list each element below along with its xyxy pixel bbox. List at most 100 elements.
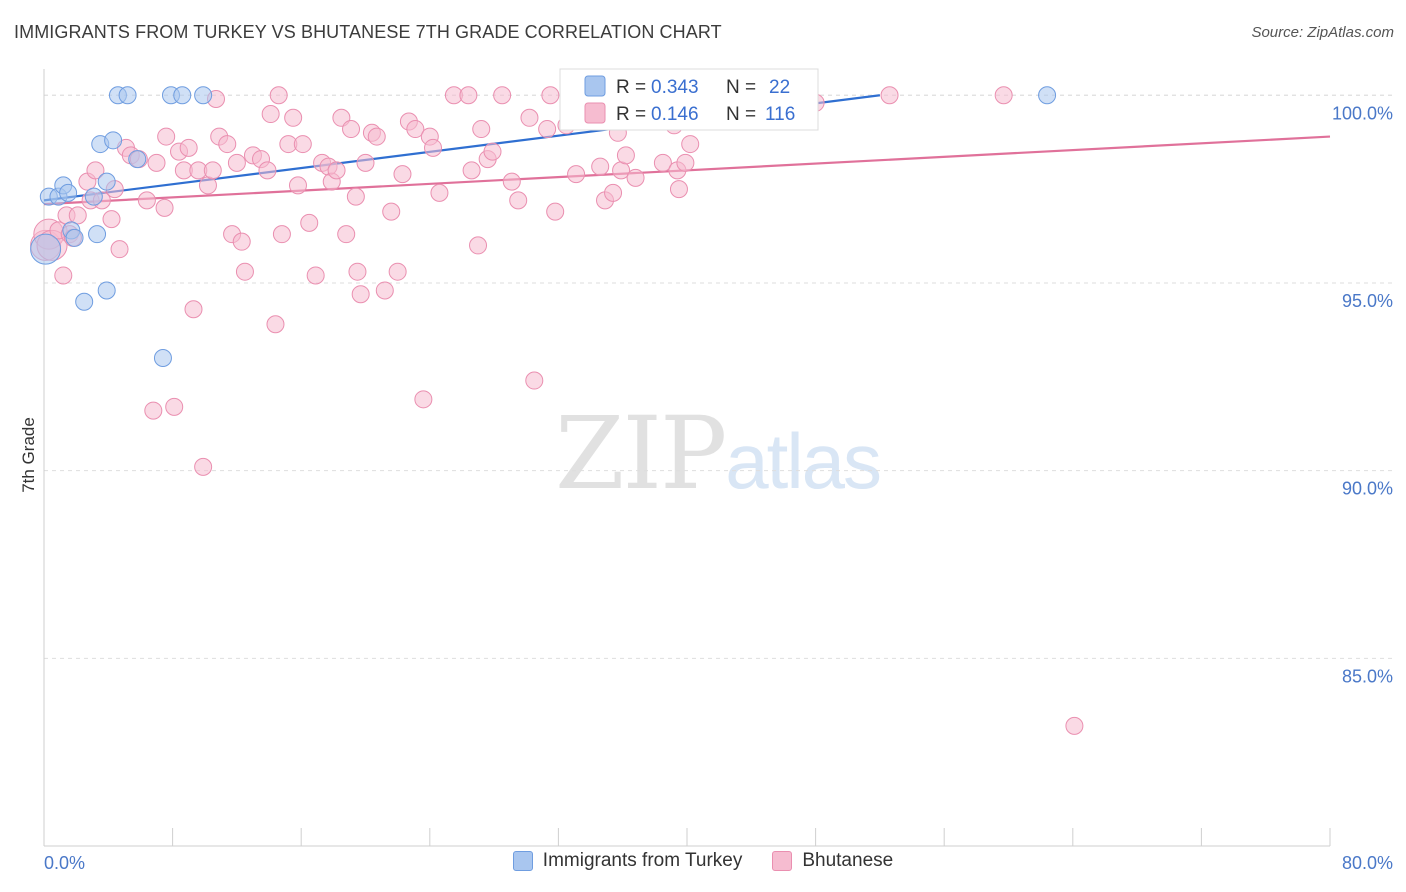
point-bhutanese	[1065, 716, 1084, 735]
data-points	[30, 86, 1084, 735]
point-bhutanese	[300, 213, 319, 232]
point-bhutanese	[269, 86, 288, 105]
point-bhutanese	[194, 457, 213, 476]
point-turkey	[59, 183, 78, 202]
point-bhutanese	[184, 300, 203, 319]
point-bhutanese	[327, 161, 346, 180]
point-bhutanese	[509, 191, 528, 210]
legend-n-value-2: 116	[765, 104, 795, 125]
point-turkey	[194, 86, 213, 105]
watermark-atlas: atlas	[725, 417, 882, 505]
legend-r-label-1: R =	[616, 77, 646, 98]
point-bhutanese	[284, 108, 303, 127]
y-tick-label: 85.0%	[1342, 666, 1393, 686]
point-bhutanese	[388, 262, 407, 281]
point-bhutanese	[203, 161, 222, 180]
y-axis-label: 7th Grade	[19, 417, 38, 493]
point-bhutanese	[483, 142, 502, 161]
point-turkey	[173, 86, 192, 105]
point-bhutanese	[306, 266, 325, 285]
point-bhutanese	[110, 240, 129, 259]
point-bhutanese	[472, 120, 491, 139]
point-bhutanese	[165, 397, 184, 416]
point-bhutanese	[414, 390, 433, 409]
legend-swatch-turkey	[512, 851, 533, 871]
point-bhutanese	[626, 168, 645, 187]
point-bhutanese	[493, 86, 512, 105]
point-turkey	[65, 228, 84, 247]
legend-r-value-2: 0.146	[651, 104, 699, 125]
y-tick-label: 95.0%	[1342, 291, 1393, 311]
point-bhutanese	[155, 198, 174, 217]
x-tick-label-left: 0.0%	[44, 853, 85, 873]
x-tick-label-right: 80.0%	[1342, 853, 1393, 873]
point-bhutanese	[653, 153, 672, 172]
point-bhutanese	[288, 176, 307, 195]
point-bhutanese	[462, 161, 481, 180]
point-bhutanese	[232, 232, 251, 251]
point-bhutanese	[567, 165, 586, 184]
point-bhutanese	[137, 191, 156, 210]
point-bhutanese	[261, 105, 280, 124]
point-bhutanese	[157, 127, 176, 146]
point-bhutanese	[520, 108, 539, 127]
point-turkey	[30, 233, 62, 265]
point-bhutanese	[538, 120, 557, 139]
watermark: ZIPatlas	[555, 395, 882, 512]
point-bhutanese	[382, 202, 401, 221]
point-turkey	[97, 172, 116, 191]
point-bhutanese	[235, 262, 254, 281]
point-bhutanese	[266, 315, 285, 334]
point-turkey	[128, 150, 147, 169]
legend-swatch-blue	[584, 75, 606, 97]
point-turkey	[104, 131, 123, 150]
grid-lines	[44, 94, 1392, 659]
point-bhutanese	[393, 165, 412, 184]
point-bhutanese	[591, 157, 610, 176]
legend-item-bhutanese[interactable]: Bhutanese	[772, 850, 893, 872]
point-bhutanese	[54, 266, 73, 285]
legend-n-label-2: N =	[726, 104, 756, 125]
point-bhutanese	[424, 138, 443, 157]
legend-r-label-2: R =	[616, 104, 646, 125]
point-bhutanese	[342, 120, 361, 139]
point-bhutanese	[430, 183, 449, 202]
legend-label-turkey: Immigrants from Turkey	[542, 850, 743, 871]
point-bhutanese	[525, 371, 544, 390]
legend-box: R = 0.343 N = 22 R = 0.146 N = 116	[559, 68, 819, 131]
chart-title: IMMIGRANTS FROM TURKEY VS BHUTANESE 7TH …	[14, 22, 722, 42]
point-turkey	[75, 292, 94, 311]
point-turkey	[84, 187, 103, 206]
point-bhutanese	[351, 285, 370, 304]
point-bhutanese	[227, 153, 246, 172]
legend-item-turkey[interactable]: Immigrants from Turkey	[512, 850, 743, 872]
watermark-zip: ZIP	[555, 395, 727, 512]
point-bhutanese	[469, 236, 488, 255]
legend-swatch-pink	[584, 102, 606, 124]
point-bhutanese	[375, 281, 394, 300]
point-bhutanese	[994, 86, 1013, 105]
legend-n-label-1: N =	[726, 77, 756, 98]
point-bhutanese	[346, 187, 365, 206]
point-turkey	[153, 349, 172, 368]
point-bhutanese	[68, 206, 87, 225]
point-bhutanese	[367, 127, 386, 146]
y-tick-label: 90.0%	[1342, 479, 1393, 499]
point-bhutanese	[541, 86, 560, 105]
point-bhutanese	[272, 225, 291, 244]
point-turkey	[97, 281, 116, 300]
point-bhutanese	[880, 86, 899, 105]
point-bhutanese	[348, 262, 367, 281]
point-bhutanese	[337, 225, 356, 244]
point-bhutanese	[616, 146, 635, 165]
point-bhutanese	[102, 210, 121, 229]
y-tick-label: 100.0%	[1332, 103, 1393, 123]
point-bhutanese	[179, 138, 198, 157]
point-bhutanese	[86, 161, 105, 180]
point-bhutanese	[293, 135, 312, 154]
tick-labels: 100.0% 95.0% 90.0% 85.0% 0.0% 80.0%	[44, 103, 1393, 873]
legend-label-bhutanese: Bhutanese	[802, 850, 894, 871]
point-bhutanese	[604, 183, 623, 202]
legend-r-value-1: 0.343	[651, 77, 699, 98]
